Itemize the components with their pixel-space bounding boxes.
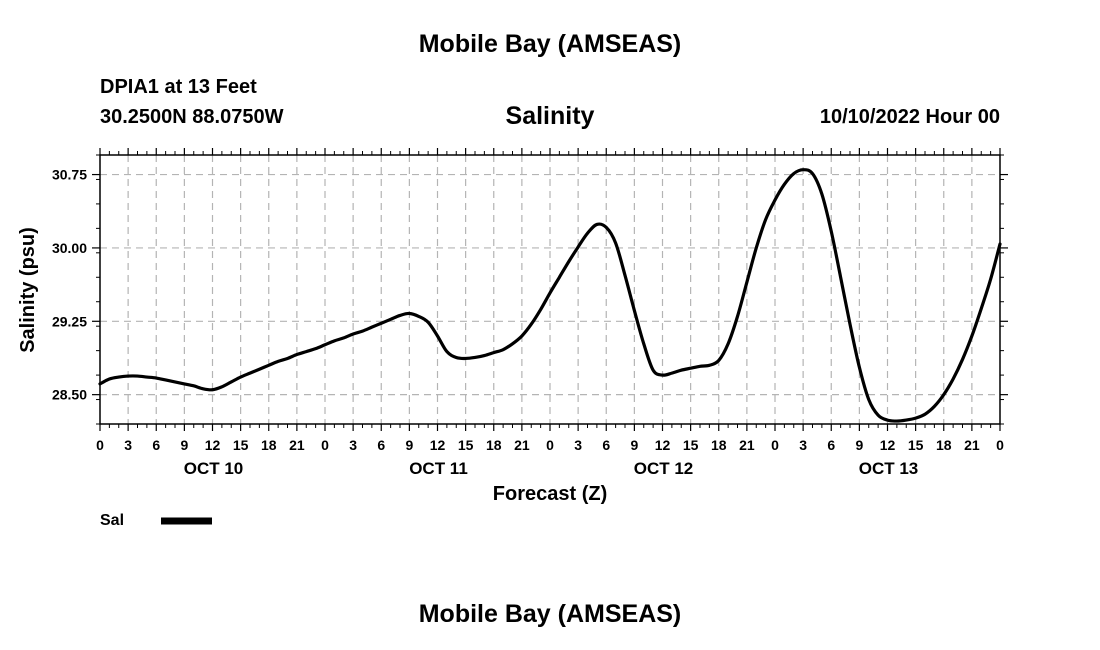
x-tick-label: 9 [630,437,638,453]
salinity-chart: 28.50 29.25 30.00 30.75 0 3 6 9 12 15 18 21 0 3 6 9 12 1… [17,148,1008,529]
y-tick-label: 29.25 [52,313,87,329]
day-label: OCT 13 [859,459,919,478]
x-tick-label: 21 [739,437,755,453]
station-coordinates: 30.2500N 88.0750W [100,106,284,128]
footer-title: Mobile Bay (AMSEAS) [418,600,682,628]
x-tick-label: 3 [799,437,807,453]
day-label: OCT 11 [409,459,468,478]
x-tick-labels: 0 3 6 9 12 15 18 21 0 3 6 9 12 15 18 21 0 3 6 9 12 15 18 21 0 3 6 9… [96,437,1004,453]
x-tick-label: 15 [233,437,249,453]
x-tick-label: 9 [180,437,188,453]
x-tick-label: 3 [124,437,132,453]
page-title: Mobile Bay (AMSEAS) [418,30,682,58]
x-tick-label: 0 [321,437,329,453]
station-label: DPIA1 at 13 Feet [100,76,257,98]
x-tick-label: 6 [377,437,385,453]
plot-frame [99,154,1001,425]
x-tick-label: 21 [964,437,980,453]
day-label: OCT 10 [184,459,244,478]
axis-ticks [92,148,1008,431]
x-tick-label: 0 [546,437,554,453]
x-tick-label: 18 [261,437,277,453]
salinity-series-line [98,168,1002,423]
x-tick-label: 12 [880,437,896,453]
x-tick-label: 21 [514,437,530,453]
legend: Sal [100,512,212,529]
x-tick-label: 9 [405,437,413,453]
x-tick-label: 21 [289,437,305,453]
x-tick-label: 6 [152,437,160,453]
x-tick-label: 18 [486,437,502,453]
x-tick-label: 3 [574,437,582,453]
y-tick-labels: 28.50 29.25 30.00 30.75 [52,167,87,403]
x-tick-label: 15 [683,437,699,453]
x-tick-label: 12 [205,437,221,453]
x-tick-label: 6 [827,437,835,453]
y-axis-title: Salinity (psu) [17,227,39,353]
y-tick-label: 28.50 [52,387,87,403]
x-tick-label: 12 [655,437,671,453]
x-tick-label: 18 [936,437,952,453]
x-tick-label: 6 [602,437,610,453]
y-tick-label: 30.00 [52,240,87,256]
x-tick-label: 0 [996,437,1004,453]
x-tick-label: 18 [711,437,727,453]
x-tick-label: 15 [908,437,924,453]
x-tick-label: 12 [430,437,446,453]
x-tick-label: 0 [771,437,779,453]
forecast-run-time: 10/10/2022 Hour 00 [819,106,1000,128]
x-tick-label: 3 [349,437,357,453]
y-tick-label: 30.75 [52,167,87,183]
chart-title: Salinity [505,102,595,130]
day-labels: OCT 10 OCT 11 OCT 12 OCT 13 [184,459,919,478]
legend-label-sal: Sal [100,512,124,529]
x-tick-label: 9 [855,437,863,453]
x-axis-title: Forecast (Z) [493,483,607,505]
x-tick-label: 0 [96,437,104,453]
day-label: OCT 12 [634,459,694,478]
x-tick-label: 15 [458,437,474,453]
